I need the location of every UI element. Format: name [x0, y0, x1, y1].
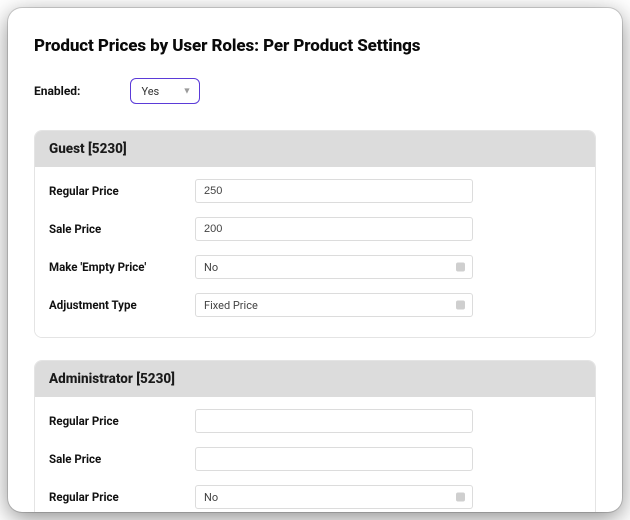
- enabled-select[interactable]: Yes ▼: [130, 78, 200, 104]
- enabled-label: Enabled:: [34, 84, 80, 98]
- enabled-select-value: Yes: [141, 85, 159, 98]
- regular2-label: Regular Price: [49, 490, 183, 504]
- page-title: Product Prices by User Roles: Per Produc…: [34, 36, 596, 56]
- form-row: Make 'Empty Price' No: [49, 255, 581, 279]
- adjtype-select[interactable]: Fixed Price: [195, 293, 473, 317]
- form-row: Regular Price No: [49, 485, 581, 509]
- regular-input[interactable]: [195, 179, 473, 203]
- regular2-select[interactable]: No: [195, 485, 473, 509]
- panel-body: Regular Price Sale Price Make 'Empty Price…: [35, 167, 595, 337]
- form-row: Sale Price: [49, 217, 581, 241]
- form-row: Regular Price: [49, 179, 581, 203]
- adjtype-select-value: Fixed Price: [204, 299, 258, 312]
- sale-label: Sale Price: [49, 452, 183, 466]
- form-row: Sale Price: [49, 447, 581, 471]
- form-row: Adjustment Type Fixed Price: [49, 293, 581, 317]
- form-row: Regular Price: [49, 409, 581, 433]
- empty-select[interactable]: No: [195, 255, 473, 279]
- regular2-select-value: No: [204, 491, 218, 504]
- sale-label: Sale Price: [49, 222, 183, 236]
- enabled-row: Enabled: Yes ▼: [34, 78, 596, 104]
- sale-input[interactable]: [195, 447, 473, 471]
- regular-label: Regular Price: [49, 414, 183, 428]
- dropdown-icon: [456, 263, 465, 272]
- regular-input[interactable]: [195, 409, 473, 433]
- empty-label: Make 'Empty Price': [49, 260, 183, 274]
- panel-guest: Guest [5230] Regular Price Sale Price Make …: [34, 130, 596, 338]
- panel-header-guest: Guest [5230]: [35, 131, 595, 167]
- sale-input[interactable]: [195, 217, 473, 241]
- dropdown-icon: [456, 301, 465, 310]
- panel-header-admin: Administrator [5230]: [35, 361, 595, 397]
- empty-select-value: No: [204, 261, 218, 274]
- dropdown-icon: [456, 493, 465, 502]
- panel-admin: Administrator [5230] Regular Price Sale Pr…: [34, 360, 596, 512]
- regular-label: Regular Price: [49, 184, 183, 198]
- chevron-down-icon: ▼: [183, 86, 192, 97]
- settings-window: Product Prices by User Roles: Per Produc…: [8, 8, 622, 512]
- adjtype-label: Adjustment Type: [49, 298, 183, 312]
- panel-body: Regular Price Sale Price Regular Price No: [35, 397, 595, 512]
